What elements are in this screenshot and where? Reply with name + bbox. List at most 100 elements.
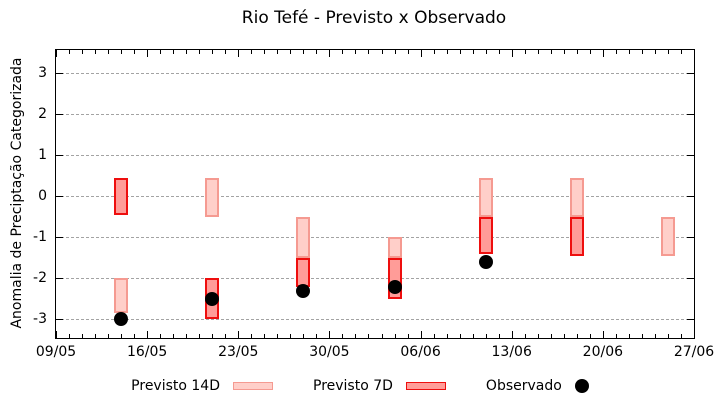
x-tick-label: 13/06: [491, 344, 532, 360]
y-tick: [56, 154, 63, 156]
x-tick: [277, 50, 279, 54]
legend-swatch-previsto-14d-icon: [233, 382, 273, 390]
x-tick: [342, 334, 344, 338]
x-tick: [563, 50, 565, 54]
legend-swatch-previsto-7d-icon: [405, 382, 446, 390]
chart-legend: Previsto 14D Previsto 7D Observado: [0, 375, 720, 397]
x-tick: [680, 334, 682, 338]
x-tick: [459, 334, 461, 338]
x-tick: [537, 50, 539, 54]
x-tick: [589, 334, 591, 338]
x-tick: [667, 50, 669, 54]
x-tick: [82, 334, 84, 338]
x-tick: [602, 50, 604, 57]
x-tick: [472, 334, 474, 338]
x-tick: [654, 334, 656, 338]
x-tick: [576, 50, 578, 54]
x-tick-label: 27/06: [673, 344, 715, 360]
y-tick: [687, 319, 694, 321]
x-tick: [134, 50, 136, 54]
bar-previsto_7d: [114, 177, 129, 215]
y-tick: [687, 278, 694, 280]
x-tick-label: 09/05: [35, 344, 77, 360]
dot-observado: [478, 254, 493, 269]
y-tick: [56, 278, 63, 280]
x-tick: [316, 50, 318, 54]
grid-line: [56, 154, 694, 156]
x-tick: [446, 50, 448, 54]
x-tick: [147, 331, 149, 338]
x-tick: [524, 50, 526, 54]
x-tick: [368, 50, 370, 54]
x-tick: [186, 50, 188, 54]
y-tick-label: -1: [33, 229, 47, 246]
x-tick: [199, 334, 201, 338]
x-tick: [498, 334, 500, 338]
x-tick: [407, 50, 409, 54]
x-tick: [56, 331, 57, 338]
bar-previsto_14d: [478, 177, 493, 217]
y-tick: [687, 237, 694, 239]
x-tick: [381, 334, 383, 338]
x-tick: [225, 334, 227, 338]
x-tick: [303, 334, 305, 338]
x-tick: [680, 50, 682, 54]
dot-observado: [296, 283, 311, 298]
bar-previsto_14d: [387, 237, 402, 258]
x-tick-label: 16/05: [126, 344, 168, 360]
grid-line: [56, 278, 694, 280]
x-tick: [459, 50, 461, 54]
x-tick: [368, 334, 370, 338]
x-tick: [251, 50, 253, 54]
bar-previsto_14d: [114, 278, 129, 314]
grid-line: [56, 196, 694, 198]
x-tick: [225, 50, 227, 54]
x-tick: [524, 334, 526, 338]
x-tick: [238, 50, 240, 57]
x-tick: [511, 331, 513, 338]
x-tick-label: 23/05: [218, 344, 259, 360]
y-tick-label: -2: [33, 270, 47, 287]
bar-previsto_14d: [205, 177, 220, 217]
bar-previsto_7d: [296, 257, 311, 287]
x-tick: [199, 50, 201, 54]
x-tick: [212, 50, 214, 54]
x-tick: [160, 334, 162, 338]
x-tick: [472, 50, 474, 54]
legend-label-previsto-7d: Previsto 7D: [313, 378, 393, 394]
legend-item-observado: Observado: [486, 378, 589, 394]
x-tick: [550, 50, 552, 54]
y-tick-label: 1: [38, 146, 47, 163]
x-tick: [563, 334, 565, 338]
x-tick: [589, 50, 591, 54]
x-tick: [641, 50, 643, 54]
x-tick: [303, 50, 305, 54]
dot-observado: [387, 279, 402, 294]
x-tick: [641, 334, 643, 338]
x-tick: [147, 50, 149, 57]
grid-line: [56, 237, 694, 239]
y-tick: [56, 113, 63, 115]
x-tick: [160, 50, 162, 54]
x-tick-label: 30/05: [309, 344, 350, 360]
x-tick: [108, 50, 110, 54]
y-tick: [687, 196, 694, 198]
legend-item-previsto-14d: Previsto 14D: [131, 378, 273, 394]
x-tick: [277, 334, 279, 338]
x-tick: [576, 334, 578, 338]
x-tick-label: 20/06: [582, 344, 624, 360]
x-tick: [446, 334, 448, 338]
x-tick: [69, 50, 71, 54]
x-tick: [537, 334, 539, 338]
x-tick: [316, 334, 318, 338]
chart-title: Rio Tefé - Previsto x Observado: [241, 8, 507, 28]
x-tick: [290, 50, 292, 54]
x-tick: [602, 331, 604, 338]
x-tick: [173, 334, 175, 338]
x-tick: [615, 334, 617, 338]
dot-observado: [114, 312, 129, 327]
x-tick: [238, 331, 240, 338]
legend-label-previsto-14d: Previsto 14D: [131, 378, 220, 394]
x-tick: [654, 50, 656, 54]
